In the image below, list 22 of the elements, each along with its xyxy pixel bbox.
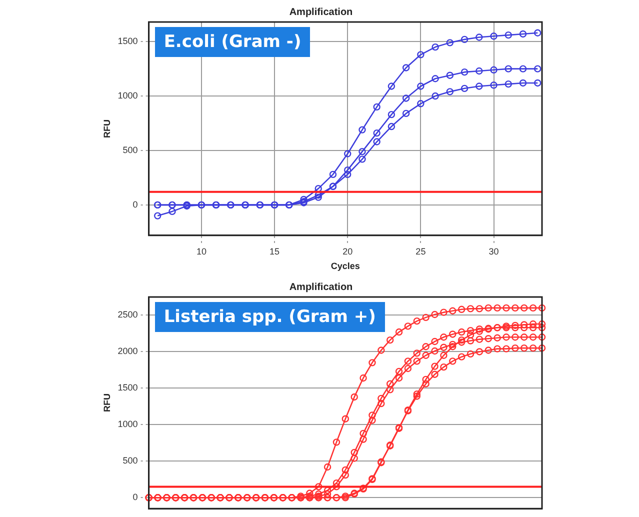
x-tick-label: 10	[196, 246, 206, 256]
y-tick-label: 2500	[118, 310, 138, 320]
annotation: Listeria spp. (Gram +)	[154, 302, 385, 332]
x-axis-title: Cycles	[330, 261, 360, 272]
annotation: E.coli (Gram -)	[154, 27, 310, 57]
y-tick-label: 500	[122, 144, 138, 155]
y-tick-label: 0	[132, 492, 138, 502]
y-tick-label: 1000	[118, 90, 138, 101]
y-axis-title: RFU	[102, 119, 112, 138]
y-tick-label: 500	[122, 456, 138, 466]
x-tick-label: 30	[488, 246, 499, 256]
y-tick-label: 1000	[118, 419, 138, 430]
y-tick-label: 1500	[118, 36, 138, 46]
x-tick-label: 20	[342, 246, 353, 256]
x-tick-label: 15	[270, 246, 280, 256]
y-tick-label: 2000	[118, 346, 138, 356]
y-tick-label: 1500	[118, 382, 138, 393]
y-axis-title: RFU	[102, 394, 112, 412]
chart-title: Amplification	[289, 282, 353, 293]
chart-title: Amplification	[289, 6, 353, 18]
x-tick-label: 25	[416, 246, 426, 256]
y-tick-label: 0	[132, 199, 138, 210]
